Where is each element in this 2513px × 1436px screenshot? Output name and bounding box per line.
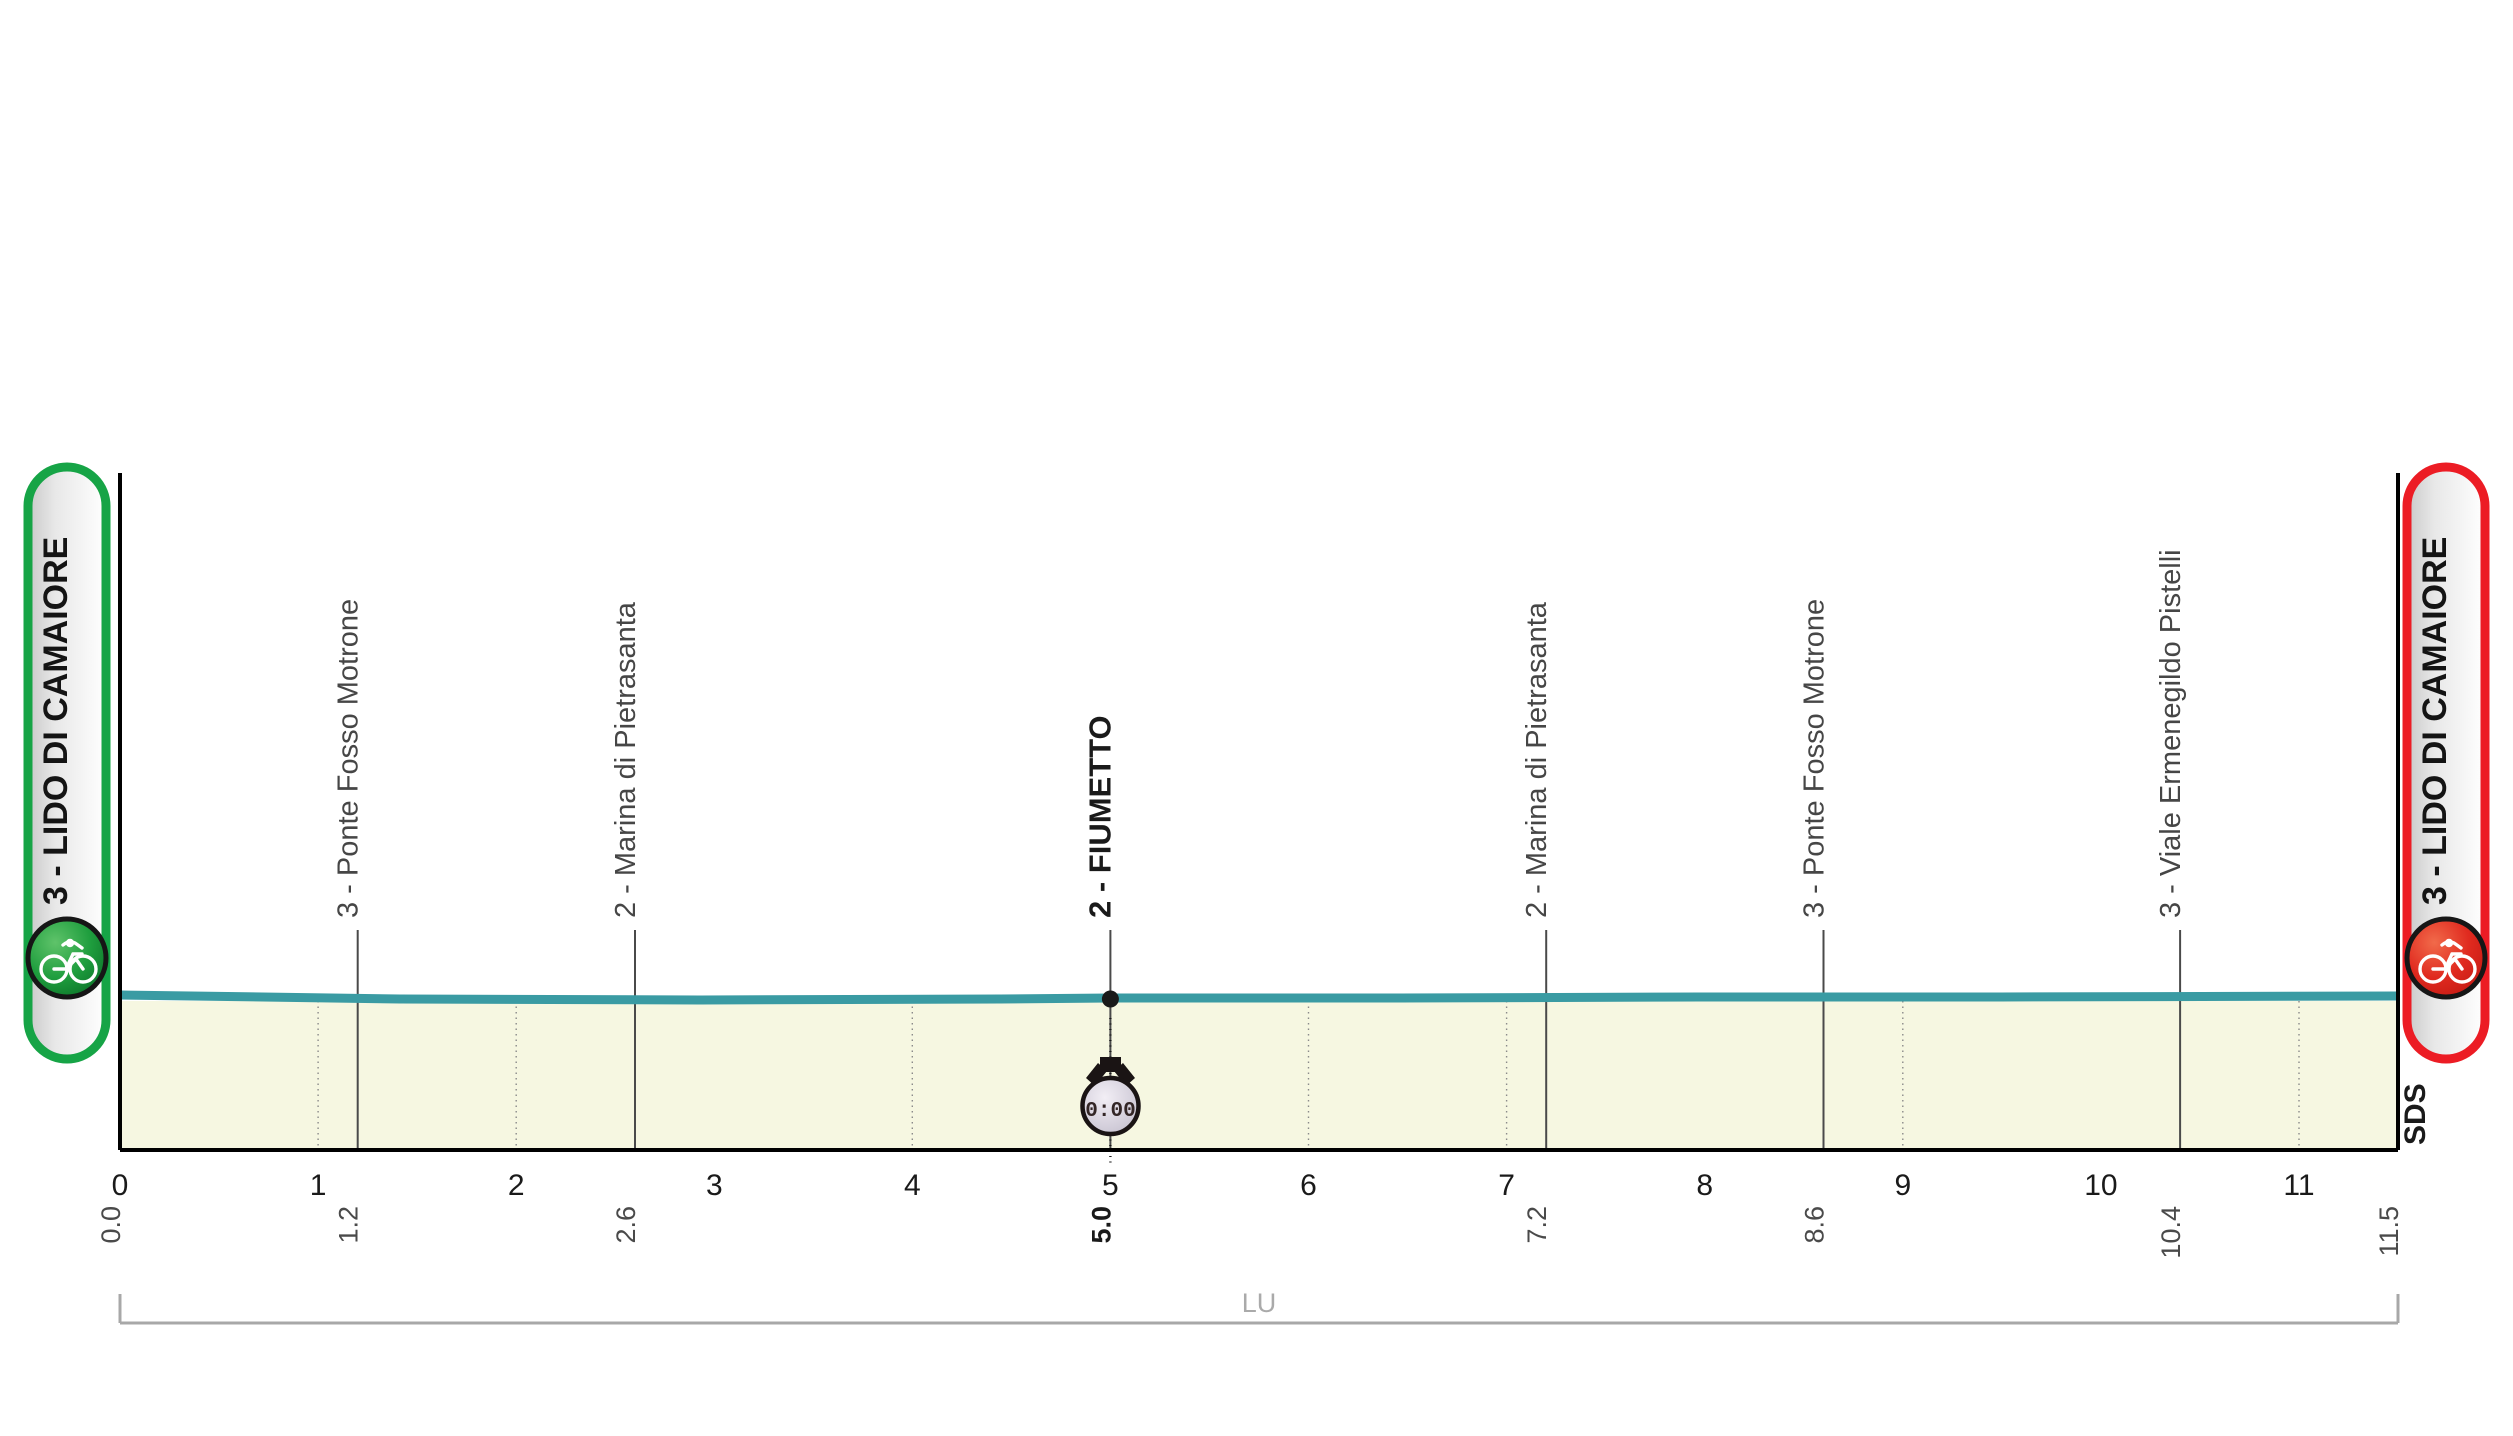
svg-text:3 - Ponte Fosso Motrone: 3 - Ponte Fosso Motrone <box>333 599 365 918</box>
svg-text:5.0: 5.0 <box>1086 1206 1116 1244</box>
svg-text:2 - Marina di Pietrasanta: 2 - Marina di Pietrasanta <box>610 601 642 918</box>
svg-text:6: 6 <box>1300 1169 1317 1202</box>
svg-text:10: 10 <box>2084 1169 2117 1202</box>
svg-text:2.6: 2.6 <box>611 1206 641 1244</box>
svg-text:11.5: 11.5 <box>2374 1206 2404 1257</box>
svg-text:8: 8 <box>1696 1169 1713 1202</box>
svg-text:8.6: 8.6 <box>1800 1206 1830 1244</box>
svg-text:10.4: 10.4 <box>2156 1206 2186 1259</box>
svg-text:11: 11 <box>2283 1169 2314 1202</box>
svg-text:2 - FIUMETTO: 2 - FIUMETTO <box>1082 715 1117 918</box>
svg-text:3 - Viale Ermenegildo Pistelli: 3 - Viale Ermenegildo Pistelli <box>2155 549 2187 918</box>
svg-text:0:00: 0:00 <box>1085 1100 1135 1123</box>
svg-text:3: 3 <box>706 1169 723 1202</box>
svg-text:SDS: SDS <box>2399 1083 2432 1145</box>
svg-text:LU: LU <box>1242 1288 1277 1318</box>
svg-text:3 - LIDO DI CAMAIORE: 3 - LIDO DI CAMAIORE <box>2416 537 2454 905</box>
svg-text:4: 4 <box>904 1169 921 1202</box>
svg-text:1: 1 <box>310 1169 327 1202</box>
svg-text:1.2: 1.2 <box>334 1206 364 1244</box>
svg-text:9: 9 <box>1894 1169 1911 1202</box>
svg-text:2 - Marina di Pietrasanta: 2 - Marina di Pietrasanta <box>1521 601 1553 918</box>
svg-text:2: 2 <box>508 1169 525 1202</box>
svg-text:7.2: 7.2 <box>1522 1206 1552 1244</box>
svg-text:0.0: 0.0 <box>96 1206 126 1244</box>
svg-text:0: 0 <box>112 1169 129 1202</box>
svg-text:5: 5 <box>1102 1169 1119 1202</box>
svg-text:3 - Ponte Fosso Motrone: 3 - Ponte Fosso Motrone <box>1799 599 1831 918</box>
svg-text:3 - LIDO DI CAMAIORE: 3 - LIDO DI CAMAIORE <box>37 537 75 905</box>
svg-text:7: 7 <box>1498 1169 1515 1202</box>
